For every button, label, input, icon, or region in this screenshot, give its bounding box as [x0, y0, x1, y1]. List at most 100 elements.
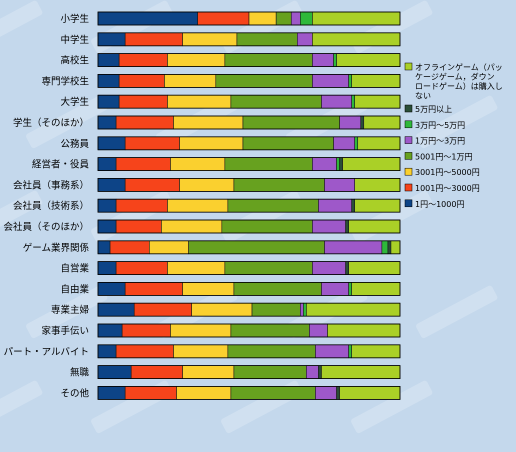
- bar-outline: [97, 177, 401, 192]
- bar-outline: [97, 281, 401, 296]
- category-label: その他: [60, 387, 89, 399]
- bar-segment: [351, 282, 401, 296]
- watermark-logo: [416, 95, 498, 149]
- bar-segment: [115, 198, 168, 213]
- category-label: パート・アルバイト: [4, 347, 89, 358]
- bar-outline: [97, 261, 401, 276]
- legend-label: オフラインゲーム（パッケージゲーム，ダウンロードゲーム）は購入しない: [415, 62, 503, 101]
- bar-segment: [149, 240, 189, 255]
- bar-segment: [312, 53, 334, 67]
- bar-segment: [182, 365, 235, 379]
- bar-segment: [224, 157, 313, 171]
- category-label: 中学生: [60, 34, 89, 46]
- bar-segment: [227, 344, 316, 359]
- bar-segment: [348, 219, 401, 234]
- bar-outline: [97, 53, 401, 67]
- bar-segment: [351, 74, 401, 88]
- category-label: 小学生: [60, 13, 89, 25]
- bar-segment: [115, 115, 174, 130]
- bar-segment: [97, 157, 117, 171]
- category-label: 公務員: [60, 138, 89, 150]
- bar-segment: [224, 261, 313, 275]
- category-label: 大学生: [60, 96, 89, 108]
- legend-swatch: [404, 199, 413, 208]
- bar-segment: [167, 53, 226, 67]
- bar-segment: [97, 115, 117, 130]
- bar-segment: [97, 240, 111, 255]
- bar-segment: [303, 302, 307, 317]
- bar-segment: [97, 386, 126, 400]
- bar-segment: [97, 74, 120, 88]
- bar-outline: [97, 136, 401, 151]
- legend-label: 5001円〜1万円: [415, 152, 472, 161]
- bar-segment: [97, 198, 117, 213]
- category-label: 高校生: [60, 55, 89, 67]
- category-label: 家事手伝い: [41, 325, 89, 337]
- legend-swatch: [404, 183, 413, 192]
- bar-outline: [97, 344, 401, 359]
- bar-segment: [318, 365, 322, 379]
- bar-segment: [115, 219, 162, 234]
- bar-segment: [97, 32, 126, 47]
- bar-outline: [97, 74, 401, 88]
- bar-segment: [312, 261, 346, 275]
- bar-outline: [97, 302, 401, 317]
- bar-segment: [173, 344, 229, 359]
- bar-segment: [233, 282, 322, 296]
- bar-segment: [97, 365, 132, 379]
- bar-segment: [321, 94, 352, 109]
- bar-segment: [357, 136, 401, 151]
- bar-segment: [197, 11, 250, 26]
- bar-segment: [351, 344, 401, 359]
- bars: [97, 11, 401, 400]
- bar-segment: [118, 53, 168, 67]
- bar-segment: [176, 386, 232, 400]
- bar-segment: [97, 219, 117, 234]
- bar-segment: [339, 157, 343, 171]
- watermark-logo: [351, 380, 433, 434]
- bar-segment: [390, 240, 401, 255]
- bar-segment: [164, 74, 217, 88]
- bar-outline: [97, 198, 401, 213]
- bar-segment: [115, 261, 168, 275]
- legend-swatch: [404, 62, 413, 71]
- bar-segment: [173, 115, 244, 130]
- bar-segment: [188, 240, 325, 255]
- category-label: ゲーム業界関係: [23, 242, 90, 254]
- bar-segment: [312, 32, 401, 47]
- bar-segment: [348, 282, 352, 296]
- bar-segment: [354, 94, 401, 109]
- category-label: 会社員（技術系）: [13, 200, 89, 212]
- bar-segment: [118, 74, 165, 88]
- legend: オフラインゲーム（パッケージゲーム，ダウンロードゲーム）は購入しない 5万円以上 3…: [404, 62, 503, 209]
- bar-outline: [97, 240, 401, 255]
- bar-segment: [339, 386, 401, 400]
- bar-segment: [327, 323, 401, 338]
- bar-segment: [348, 261, 401, 275]
- bar-segment: [242, 115, 340, 130]
- bar-segment: [306, 365, 319, 379]
- bar-segment: [306, 302, 401, 317]
- bar-segment: [230, 386, 316, 400]
- bar-segment: [321, 282, 349, 296]
- bar-segment: [387, 240, 392, 255]
- bar-segment: [215, 74, 313, 88]
- category-label: 会社員（事務系）: [13, 179, 89, 191]
- category-label: 専業主婦: [51, 304, 89, 316]
- bar-segment: [336, 53, 401, 67]
- bar-segment: [242, 136, 334, 151]
- bar-segment: [275, 11, 292, 26]
- bar-segment: [121, 323, 171, 338]
- bar-segment: [161, 219, 223, 234]
- bar-segment: [97, 323, 123, 338]
- bar-segment: [115, 344, 174, 359]
- bar-segment: [227, 198, 319, 213]
- legend-label: 5万円以上: [415, 105, 452, 114]
- bar-segment: [236, 32, 298, 47]
- bar-segment: [336, 157, 340, 171]
- bar-segment: [354, 136, 359, 151]
- bar-segment: [167, 261, 226, 275]
- bar-segment: [224, 53, 313, 67]
- bar-segment: [321, 365, 401, 379]
